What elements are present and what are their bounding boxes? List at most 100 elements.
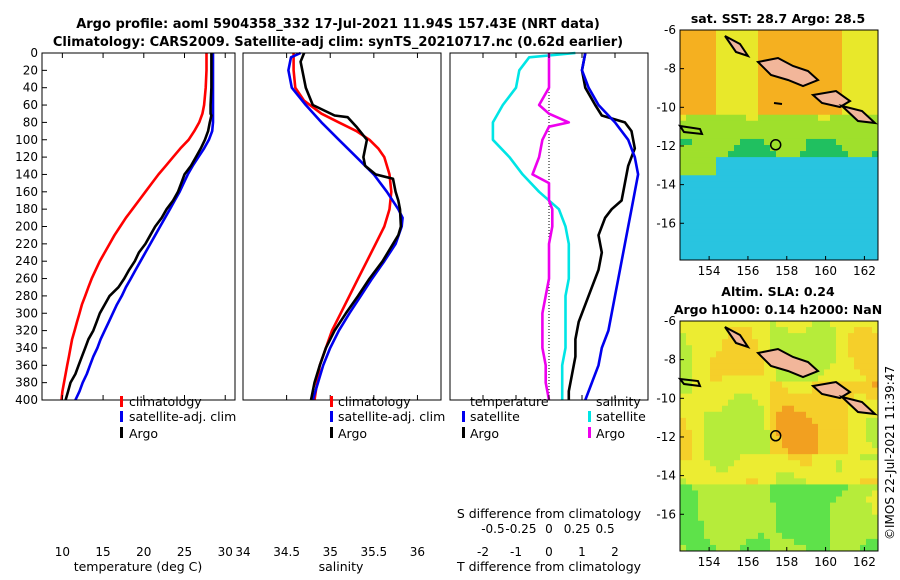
heatmap-cell [710, 78, 717, 85]
heatmap-cell [728, 205, 735, 212]
heatmap-cell [686, 526, 693, 534]
heatmap-cell [686, 345, 693, 352]
heatmap-cell [710, 120, 717, 128]
heatmap-cell [872, 193, 879, 200]
heatmap-cell [782, 339, 789, 346]
heatmap-cell [800, 508, 807, 516]
heatmap-cell [818, 490, 825, 497]
heatmap-cell [788, 333, 795, 340]
heatmap-cell [842, 120, 849, 128]
heatmap-cell [776, 229, 783, 237]
heatmap-cell [812, 169, 819, 176]
heatmap-cell [782, 466, 789, 473]
heatmap-cell [842, 460, 849, 467]
heatmap-cell [770, 429, 777, 437]
heatmap-cell [800, 151, 807, 158]
heatmap-cell [854, 205, 861, 212]
heatmap-cell [722, 399, 729, 407]
heatmap-cell [830, 490, 837, 497]
heatmap-cell [764, 217, 771, 225]
heatmap-cell [836, 138, 843, 146]
heatmap-cell [770, 48, 777, 55]
heatmap-cell [740, 90, 747, 97]
heatmap-cell [848, 490, 855, 497]
heatmap-cell [770, 484, 777, 491]
legend-swatch-s-argo [588, 427, 591, 438]
heatmap-cell [836, 84, 843, 91]
heatmap-cell [860, 520, 867, 528]
heatmap-cell [734, 157, 741, 164]
heatmap-cell [794, 54, 801, 61]
heatmap-cell [734, 132, 741, 140]
heatmap-cell [806, 442, 813, 449]
heatmap-cell [716, 484, 723, 491]
map-y-tick-label: -8 [664, 62, 676, 76]
heatmap-cell [848, 393, 855, 401]
heatmap-cell [722, 460, 729, 467]
heatmap-cell [848, 72, 855, 79]
heatmap-cell [698, 48, 705, 55]
y-tick-label: 140 [15, 167, 38, 181]
heatmap-cell [788, 327, 795, 334]
heatmap-cell [860, 223, 867, 231]
heatmap-cell [776, 508, 783, 516]
heatmap-cell [752, 78, 759, 85]
heatmap-cell [716, 108, 723, 116]
heatmap-cell [740, 514, 747, 522]
heatmap-cell [794, 532, 801, 540]
heatmap-cell [716, 448, 723, 455]
heatmap-cell [728, 90, 735, 97]
heatmap-cell [806, 66, 813, 73]
heatmap-cell [680, 223, 687, 231]
heatmap-cell [734, 114, 741, 122]
heatmap-cell [770, 508, 777, 516]
heatmap-cell [800, 436, 807, 443]
heatmap-cell [794, 436, 801, 443]
heatmap-cell [722, 333, 729, 340]
heatmap-cell [782, 145, 789, 152]
heatmap-cell [710, 448, 717, 455]
heatmap-cell [788, 241, 795, 249]
heatmap-cell [746, 508, 753, 516]
heatmap-cell [824, 411, 831, 419]
heatmap-cell [788, 211, 795, 219]
heatmap-cell [848, 472, 855, 479]
heatmap-cell [872, 466, 879, 473]
heatmap-cell [830, 138, 837, 146]
heatmap-cell [842, 114, 849, 122]
heatmap-cell [866, 339, 873, 346]
heatmap-cell [848, 211, 855, 219]
heatmap-cell [704, 508, 711, 516]
heatmap-cell [830, 369, 837, 376]
heatmap-cell [872, 417, 879, 425]
heatmap-cell [740, 538, 747, 546]
heatmap-cell [866, 205, 873, 212]
heatmap-cell [716, 247, 723, 255]
heatmap-cell [854, 163, 861, 170]
heatmap-cell [758, 253, 765, 261]
heatmap-cell [704, 472, 711, 479]
heatmap-cell [776, 193, 783, 200]
heatmap-cell [734, 405, 741, 413]
heatmap-cell [740, 466, 747, 473]
heatmap-cell [704, 145, 711, 152]
heatmap-cell [860, 48, 867, 55]
heatmap-cell [710, 145, 717, 152]
x-tick-label: 34.5 [273, 545, 300, 559]
heatmap-cell [782, 36, 789, 43]
heatmap-cell [842, 345, 849, 352]
heatmap-cell [824, 247, 831, 255]
heatmap-cell [758, 502, 765, 510]
heatmap-cell [794, 333, 801, 340]
heatmap-cell [872, 60, 879, 67]
heatmap-cell [686, 36, 693, 43]
heatmap-cell [722, 114, 729, 122]
heatmap-cell [758, 30, 765, 37]
heatmap-cell [758, 454, 765, 461]
legend-title-temperature: temperature [470, 394, 549, 409]
heatmap-cell [716, 345, 723, 352]
heatmap-cell [824, 120, 831, 128]
heatmap-cell [686, 490, 693, 497]
heatmap-cell [806, 339, 813, 346]
map-y-tick-label: -14 [656, 469, 676, 483]
